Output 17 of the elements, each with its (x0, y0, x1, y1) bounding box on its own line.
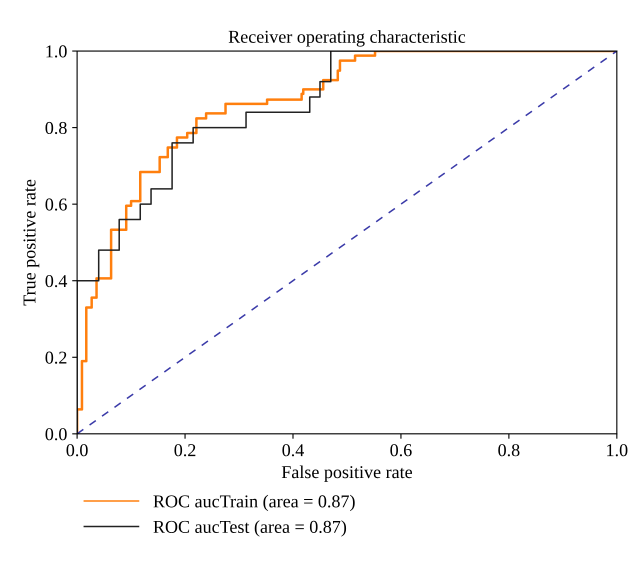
y-tick-label: 0.0 (46, 428, 67, 440)
chart-title: Receiver operating characteristic (228, 30, 466, 47)
x-tick-label: 0.2 (174, 444, 196, 456)
y-tick-label: 1.0 (46, 45, 67, 58)
y-tick-label: 0.8 (46, 122, 67, 134)
y-tick-label: 0.6 (46, 198, 67, 211)
legend-label: ROC aucTrain (area = 0.87) (153, 494, 355, 512)
x-tick-label: 1.0 (607, 444, 628, 456)
x-tick-label: 0.8 (498, 444, 520, 456)
legend-label: ROC aucTest (area = 0.87) (153, 520, 346, 537)
y-axis-title: True positive rate (23, 180, 40, 306)
x-tick-label: 0.6 (390, 444, 412, 456)
y-tick-label: 0.4 (46, 274, 68, 288)
x-tick-label: 0.0 (66, 444, 88, 456)
y-tick-label: 0.2 (46, 352, 66, 364)
x-tick-label: 0.4 (282, 444, 304, 456)
x-axis-title: False positive rate (282, 465, 412, 482)
